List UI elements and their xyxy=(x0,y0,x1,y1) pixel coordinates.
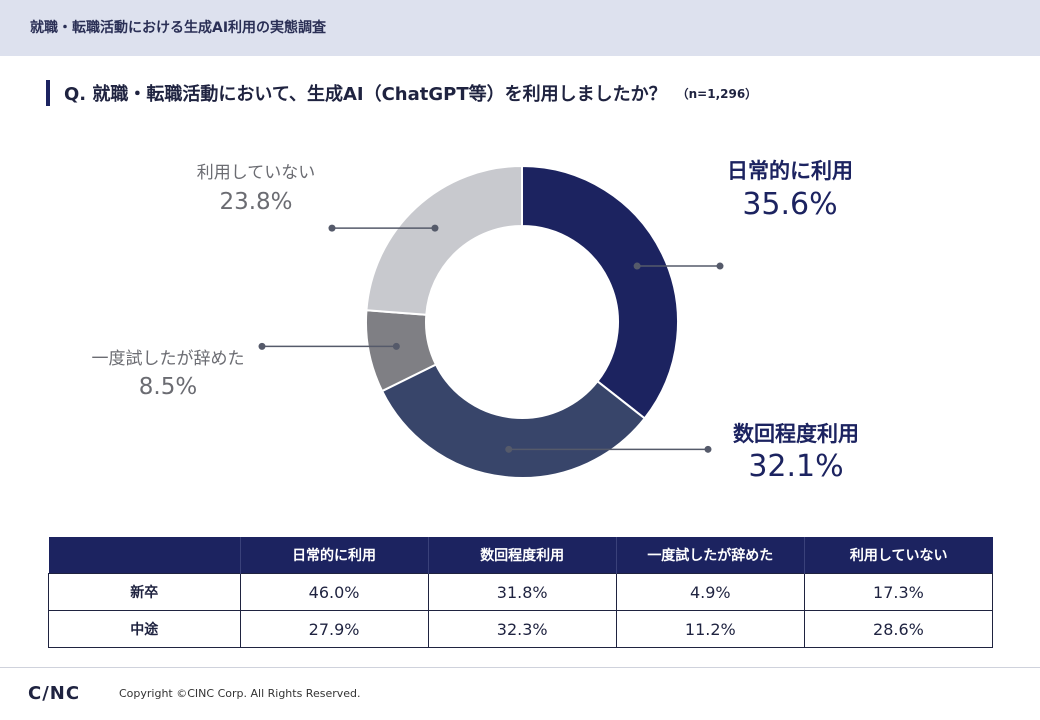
table-cell: 28.6% xyxy=(803,610,994,648)
table-header-cell: 数回程度利用 xyxy=(427,537,617,574)
table-header-row: 日常的に利用 数回程度利用 一度試したが辞めた 利用していない xyxy=(48,537,993,574)
table-header-cell xyxy=(48,537,240,574)
table-row: 新卒 46.0% 31.8% 4.9% 17.3% xyxy=(48,573,994,611)
header-band: 就職・転職活動における生成AI利用の実態調査 xyxy=(0,0,1040,56)
question: Q. 就職・転職活動において、生成AI（ChatGPT等）を利用しましたか？ （… xyxy=(46,80,757,106)
slice-value-label: 8.5% xyxy=(139,374,197,400)
slice-value-label: 23.8% xyxy=(219,189,292,215)
leader-dot-2-2 xyxy=(704,445,712,453)
data-table: 日常的に利用 数回程度利用 一度試したが辞めた 利用していない 新卒 46.0%… xyxy=(48,537,994,648)
table-cell: 11.2% xyxy=(615,610,805,648)
donut-slice-4 xyxy=(365,164,523,316)
table-cell: 4.9% xyxy=(615,573,805,611)
leader-dot-3-2 xyxy=(258,342,266,350)
header-title: 就職・転職活動における生成AI利用の実態調査 xyxy=(30,20,327,36)
slice-value-label: 32.1% xyxy=(748,449,843,484)
leader-dot-3-1 xyxy=(392,342,400,350)
sample-size: （n=1,296） xyxy=(676,86,758,101)
table-cell: 17.3% xyxy=(803,573,994,611)
slice-label-2: 数回程度利用 32.1% xyxy=(733,422,859,484)
table-header-cell: 一度試したが辞めた xyxy=(615,537,805,574)
leader-dot-4-1 xyxy=(431,224,439,232)
leader-dot-1-1 xyxy=(633,262,641,270)
donut-slice-1 xyxy=(521,164,679,420)
slice-category-label: 利用していない xyxy=(197,163,316,183)
row-label: 新卒 xyxy=(48,573,241,611)
table-cell: 32.3% xyxy=(427,610,617,648)
leader-dot-1-2 xyxy=(716,262,724,270)
donut-slices xyxy=(365,164,679,479)
leader-dot-4-2 xyxy=(328,224,336,232)
slice-label-3: 一度試したが辞めた 8.5% xyxy=(92,349,245,400)
footer-divider xyxy=(0,667,1040,668)
table-row: 中途 27.9% 32.3% 11.2% 28.6% xyxy=(48,610,994,648)
table-cell: 27.9% xyxy=(239,610,429,648)
copyright-text: Copyright ©CINC Corp. All Rights Reserve… xyxy=(119,687,361,700)
question-accent-bar xyxy=(46,80,50,106)
table-cell: 31.8% xyxy=(427,573,617,611)
table-header-cell: 日常的に利用 xyxy=(239,537,429,574)
table-header-cell: 利用していない xyxy=(803,537,993,574)
slice-category-label: 日常的に利用 xyxy=(727,159,853,183)
slice-category-label: 数回程度利用 xyxy=(733,422,859,446)
question-text: Q. 就職・転職活動において、生成AI（ChatGPT等）を利用しましたか？ xyxy=(64,84,667,105)
donut-chart: 日常的に利用 35.6% 数回程度利用 32.1% 一度試したが辞めた 8.5% 利用してい… xyxy=(92,159,860,484)
slice-label-4: 利用していない 23.8% xyxy=(197,163,316,215)
table-cell: 46.0% xyxy=(239,573,429,611)
slice-value-label: 35.6% xyxy=(742,187,837,222)
slice-label-1: 日常的に利用 35.6% xyxy=(727,159,853,222)
slice-category-label: 一度試したが辞めた xyxy=(92,349,245,369)
leader-dot-2-1 xyxy=(505,445,513,453)
leader-lines xyxy=(258,224,724,453)
slice-labels: 日常的に利用 35.6% 数回程度利用 32.1% 一度試したが辞めた 8.5% 利用してい… xyxy=(92,159,860,484)
company-logo: C/NC xyxy=(28,683,81,704)
row-label: 中途 xyxy=(48,610,241,648)
